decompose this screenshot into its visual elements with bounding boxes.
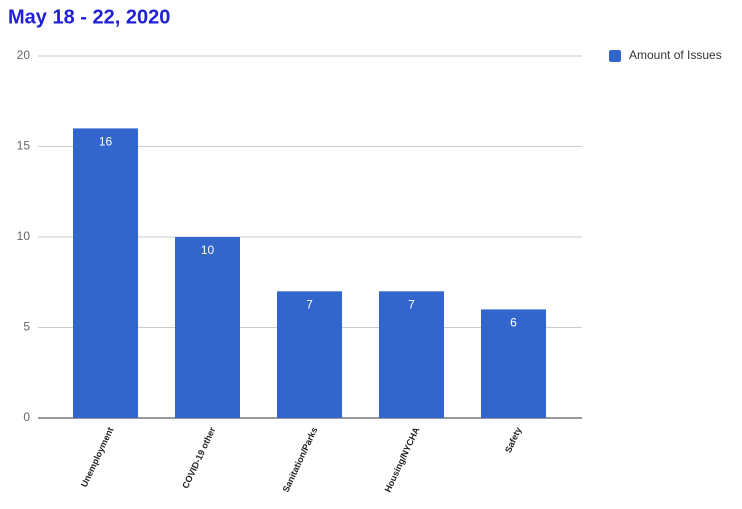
data-label: 10	[201, 243, 215, 257]
x-tick-label: Safety	[503, 426, 523, 455]
bar	[379, 291, 444, 418]
y-tick-label: 5	[23, 320, 30, 334]
data-label: 6	[510, 316, 517, 330]
bar	[277, 291, 342, 418]
data-label: 7	[306, 297, 313, 311]
data-label: 7	[408, 297, 415, 311]
bar	[73, 128, 138, 418]
y-tick-label: 0	[23, 410, 30, 424]
y-tick-label: 20	[17, 48, 31, 62]
bar	[481, 309, 546, 418]
y-tick-label: 10	[17, 229, 31, 243]
data-label: 16	[99, 135, 113, 149]
bar	[175, 237, 240, 418]
x-tick-label: Sanitation/Parks	[281, 426, 320, 494]
legend-swatch	[609, 50, 621, 62]
x-tick-label: COVID-19 other	[180, 425, 217, 490]
legend: Amount of Issues	[609, 48, 722, 62]
chart-title: May 18 - 22, 2020	[8, 6, 170, 28]
x-tick-label: Housing/NYCHA	[383, 425, 422, 494]
legend-label: Amount of Issues	[629, 48, 722, 62]
y-tick-label: 15	[17, 139, 31, 153]
x-tick-label: Unemployment	[79, 426, 116, 489]
